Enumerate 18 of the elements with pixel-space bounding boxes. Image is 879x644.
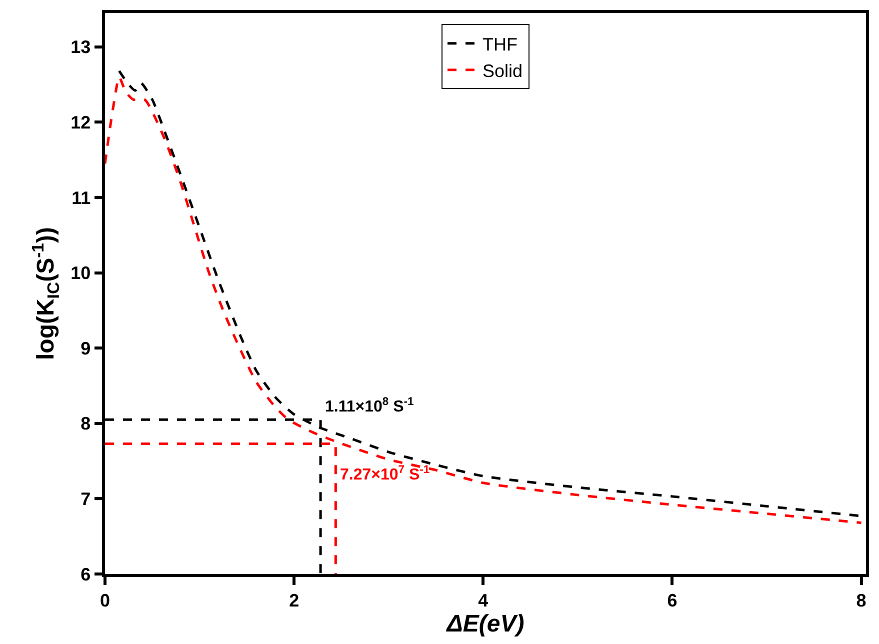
legend-label: Solid — [482, 60, 523, 81]
y-tick-label: 9 — [80, 338, 91, 358]
y-tick-label: 10 — [70, 263, 91, 284]
y-tick-label: 12 — [70, 112, 91, 132]
x-tick-label: 8 — [856, 590, 866, 610]
x-tick-label: 6 — [667, 590, 678, 610]
y-tick-label: 11 — [72, 188, 91, 208]
legend-label: THF — [482, 34, 518, 54]
x-tick-label: 0 — [100, 590, 110, 610]
y-tick-label: 7 — [80, 489, 91, 509]
x-axis-title: ΔE(eV) — [446, 610, 524, 638]
x-tick-label: 4 — [478, 590, 488, 610]
y-tick-label: 6 — [80, 564, 91, 584]
y-tick-label: 8 — [80, 414, 91, 434]
y-tick-label: 13 — [70, 37, 91, 58]
annotation: 7.27×10$^{7}$ S$^{-1}$ — [340, 464, 430, 484]
annotation: 1.11×10$^{8}$ S$^{-1}$ — [325, 396, 414, 416]
x-tick-label: 2 — [289, 590, 300, 610]
